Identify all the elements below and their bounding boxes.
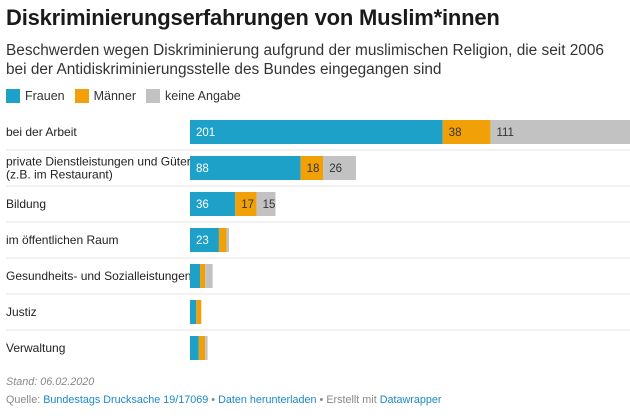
bar-frauen (190, 156, 301, 180)
datawrapper-link[interactable]: Datawrapper (379, 394, 442, 406)
separator: • (211, 394, 216, 406)
category-label: bei der Arbeit (6, 125, 77, 139)
legend-item-maenner: Männer (74, 89, 136, 103)
bar-frauen (190, 228, 219, 252)
source-link[interactable]: Bundestags Drucksache 19/17069 (43, 394, 209, 406)
bar-frauen (190, 120, 443, 144)
page-title: Diskriminierungserfahrungen von Muslim*i… (6, 5, 500, 30)
chart-subtitle: Beschwerden wegen Diskriminierung aufgru… (6, 42, 604, 78)
data-label: 36 (196, 199, 209, 211)
legend-swatch-frauen (6, 89, 20, 103)
category-label: Justiz (6, 305, 37, 319)
legend: Frauen Männer keine Angabe (6, 89, 241, 103)
bar-frauen (190, 264, 201, 288)
bar-keine (256, 192, 276, 216)
created-with-label: Erstellt mit (326, 394, 377, 406)
category-label: Verwaltung (6, 341, 65, 355)
bar-frauen (190, 300, 197, 324)
data-label: 111 (496, 127, 513, 139)
data-label: 88 (196, 163, 209, 175)
bar-keine (205, 336, 208, 360)
bar-maenner (218, 228, 227, 252)
stand-date: Stand: 06.02.2020 (6, 376, 95, 388)
bar-keine (205, 264, 213, 288)
category-label: im öffentlichen Raum (6, 233, 119, 247)
legend-item-frauen: Frauen (6, 89, 65, 103)
bar-keine (323, 156, 356, 180)
bar-keine (226, 228, 229, 252)
bar-maenner (442, 120, 491, 144)
legend-label-maenner: Männer (93, 89, 136, 103)
separator: • (319, 394, 324, 406)
data-label: 201 (196, 127, 215, 139)
data-label: 38 (449, 127, 462, 139)
category-label: Bildung (6, 197, 46, 211)
category-label: private Dienstleistungen und Güter (z.B. … (6, 155, 191, 182)
bar-frauen (190, 336, 199, 360)
bar-maenner (300, 156, 324, 180)
source-line: Quelle: Bundestags Drucksache 19/17069 •… (6, 394, 442, 406)
legend-swatch-maenner (74, 89, 89, 103)
bar-maenner (235, 192, 257, 216)
source-prefix: Quelle: (6, 394, 41, 406)
bar-maenner (198, 336, 206, 360)
legend-item-keine-angabe: keine Angabe (146, 89, 241, 103)
bar-maenner (200, 264, 206, 288)
category-label: Gesundheits- und Sozialleistungen (6, 269, 191, 283)
legend-swatch-keine-angabe (146, 89, 160, 103)
data-label: 15 (263, 199, 276, 211)
bar-keine (490, 120, 630, 144)
data-label: 26 (329, 163, 342, 175)
legend-label-frauen: Frauen (25, 89, 65, 103)
bar-frauen (190, 192, 236, 216)
data-label: 17 (241, 199, 254, 211)
legend-label-keine-angabe: keine Angabe (165, 89, 241, 103)
data-label: 23 (196, 235, 209, 247)
download-data-link[interactable]: Daten herunterladen (218, 394, 317, 406)
data-label: 18 (307, 163, 320, 175)
bar-maenner (196, 300, 202, 324)
